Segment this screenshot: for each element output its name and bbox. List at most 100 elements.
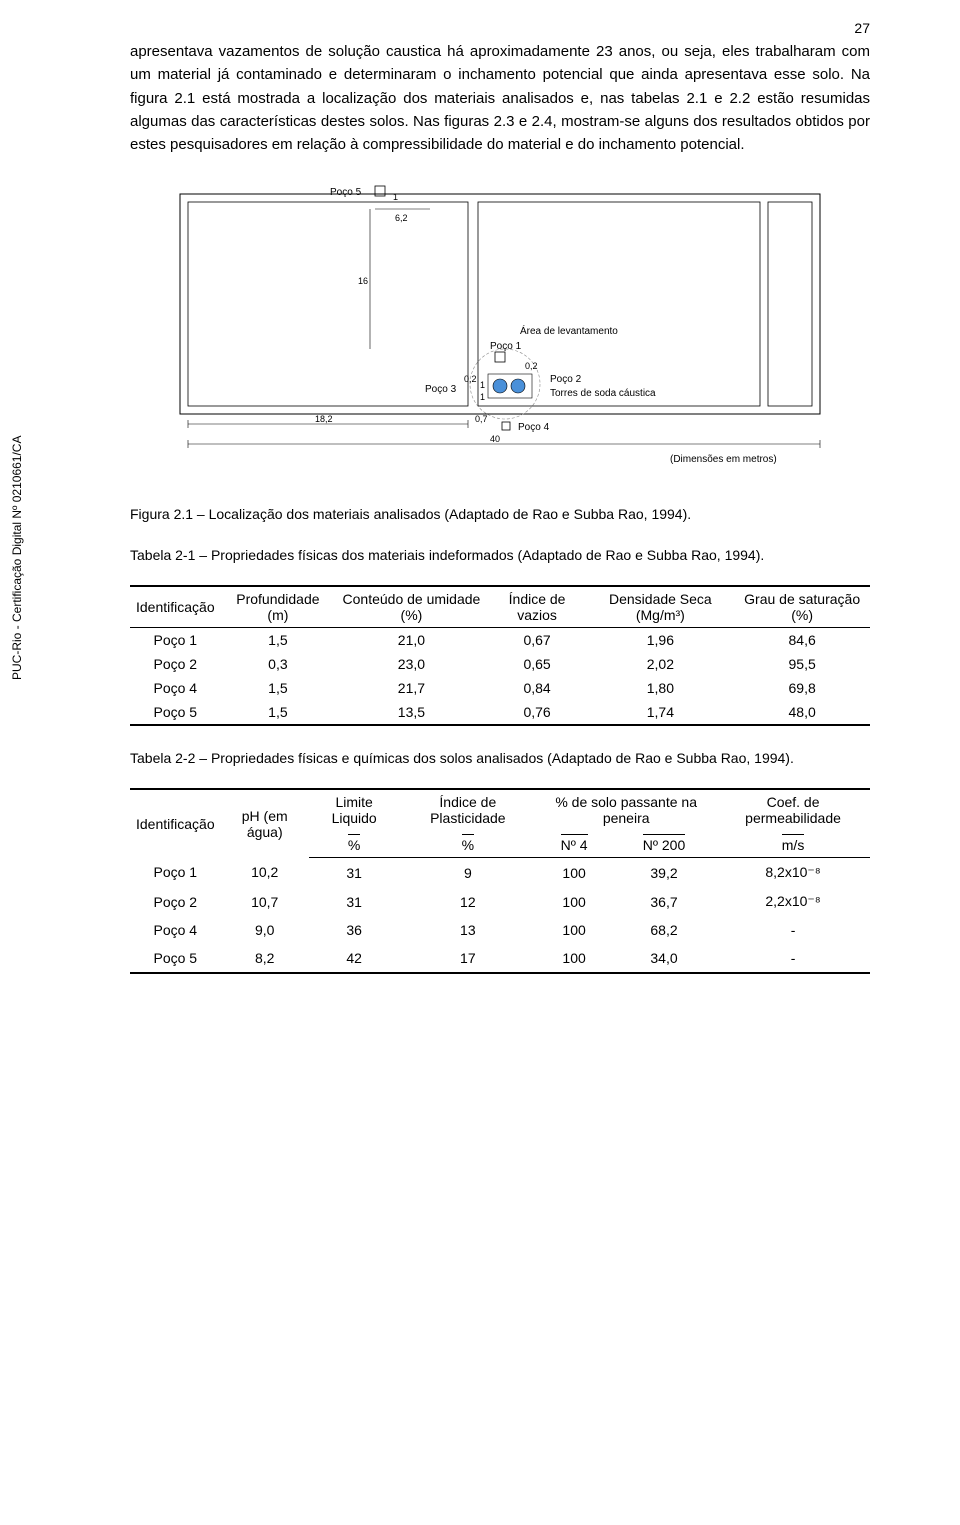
- table-cell: 8,2x10⁻⁸: [716, 858, 870, 888]
- table-cell: 0,76: [488, 700, 587, 725]
- table-cell: 13: [399, 916, 536, 944]
- table-cell: 13,5: [335, 700, 487, 725]
- poco1-label: Poço 1: [490, 341, 522, 352]
- poco4-label: Poço 4: [518, 422, 550, 433]
- table-cell: 100: [536, 858, 612, 888]
- body-paragraph: apresentava vazamentos de solução causti…: [130, 40, 870, 156]
- table-cell: 9: [399, 858, 536, 888]
- t1-h-umid: Conteúdo de umidade (%): [335, 586, 487, 628]
- table-cell: 1,5: [221, 700, 336, 725]
- t2-h-n200: Nº 200: [612, 830, 716, 858]
- table2-caption: Tabela 2-2 – Propriedades físicas e quím…: [130, 748, 870, 768]
- figure-caption: Figura 2.1 – Localização dos materiais a…: [130, 504, 870, 524]
- table-cell: 39,2: [612, 858, 716, 888]
- table-cell: Poço 4: [130, 676, 221, 700]
- table-cell: 1,74: [586, 700, 734, 725]
- table-cell: 31: [309, 858, 400, 888]
- table-cell: 68,2: [612, 916, 716, 944]
- table-cell: -: [716, 944, 870, 973]
- table-row: Poço 110,231910039,28,2x10⁻⁸: [130, 858, 870, 888]
- table-cell: 23,0: [335, 652, 487, 676]
- poco2-label: Poço 2: [550, 374, 582, 385]
- torres-label: Torres de soda cáustica: [550, 388, 656, 399]
- table-cell: 31: [309, 887, 400, 916]
- table-1: Identificação Profundidade (m) Conteúdo …: [130, 585, 870, 726]
- table-cell: 1,5: [221, 627, 336, 652]
- t2-h-pct2: %: [399, 830, 536, 858]
- t1-h-vazios: Índice de vazios: [488, 586, 587, 628]
- t2-h-plast: Índice de Plasticidade: [399, 789, 536, 830]
- t1-h-dens: Densidade Seca (Mg/m³): [586, 586, 734, 628]
- t2-h-pct1: %: [309, 830, 400, 858]
- table-cell: 2,2x10⁻⁸: [716, 887, 870, 916]
- table-cell: 9,0: [221, 916, 309, 944]
- table-cell: 1,5: [221, 676, 336, 700]
- table-cell: 8,2: [221, 944, 309, 973]
- table-cell: 48,0: [734, 700, 870, 725]
- t1-h-sat: Grau de saturação (%): [734, 586, 870, 628]
- meas-40: 40: [490, 434, 500, 444]
- meas-182: 18,2: [315, 414, 333, 424]
- table-cell: 42: [309, 944, 400, 973]
- table-cell: 36: [309, 916, 400, 944]
- table-cell: 100: [536, 916, 612, 944]
- meas-62: 6,2: [395, 213, 408, 223]
- table-cell: 17: [399, 944, 536, 973]
- poco5-label: Poço 5: [330, 187, 362, 198]
- t2-h-pass: % de solo passante na peneira: [536, 789, 716, 830]
- table-cell: 21,7: [335, 676, 487, 700]
- table-cell: Poço 1: [130, 627, 221, 652]
- table-row: Poço 11,521,00,671,9684,6: [130, 627, 870, 652]
- table-cell: Poço 2: [130, 652, 221, 676]
- table-cell: 84,6: [734, 627, 870, 652]
- table-cell: 34,0: [612, 944, 716, 973]
- t1-body: Poço 11,521,00,671,9684,6Poço 20,323,00,…: [130, 627, 870, 725]
- table-cell: 69,8: [734, 676, 870, 700]
- t2-h-ph: pH (em água): [221, 789, 309, 858]
- meas-16: 16: [358, 276, 368, 286]
- table-2: Identificação pH (em água) Limite Liquid…: [130, 788, 870, 974]
- table-cell: 1,96: [586, 627, 734, 652]
- meas-1a: 1: [393, 192, 398, 202]
- t1-h-prof: Profundidade (m): [221, 586, 336, 628]
- table-cell: 0,65: [488, 652, 587, 676]
- page-number: 27: [854, 20, 870, 36]
- table-cell: Poço 2: [130, 887, 221, 916]
- table-cell: 0,67: [488, 627, 587, 652]
- area-label: Área de levantamento: [520, 324, 618, 337]
- meas-1c: 1: [480, 392, 485, 402]
- table-cell: 100: [536, 887, 612, 916]
- table-row: Poço 51,513,50,761,7448,0: [130, 700, 870, 725]
- meas-1b: 1: [480, 380, 485, 390]
- t2-h-ms: m/s: [716, 830, 870, 858]
- meas-07: 0,7: [475, 414, 488, 424]
- table-cell: 36,7: [612, 887, 716, 916]
- side-label: PUC-Rio - Certificação Digital Nº 021066…: [10, 436, 24, 680]
- table-cell: Poço 5: [130, 700, 221, 725]
- table1-caption: Tabela 2-1 – Propriedades físicas dos ma…: [130, 545, 870, 565]
- site-diagram: Poço 5 1 6,2 16 Área de levantamento Poç…: [140, 174, 860, 484]
- poco3-label: Poço 3: [425, 384, 457, 395]
- table-cell: 10,7: [221, 887, 309, 916]
- table-cell: Poço 1: [130, 858, 221, 888]
- table-cell: 95,5: [734, 652, 870, 676]
- meas-02b: 0,2: [525, 361, 538, 371]
- table-row: Poço 41,521,70,841,8069,8: [130, 676, 870, 700]
- t2-h-liq: Limite Liquido: [309, 789, 400, 830]
- t2-h-id: Identificação: [130, 789, 221, 858]
- table-cell: 12: [399, 887, 536, 916]
- t2-h-perm: Coef. de permeabilidade: [716, 789, 870, 830]
- table-cell: 21,0: [335, 627, 487, 652]
- table-cell: 1,80: [586, 676, 734, 700]
- table-row: Poço 49,0361310068,2-: [130, 916, 870, 944]
- dims-label: (Dimensões em metros): [670, 454, 777, 465]
- table-cell: Poço 5: [130, 944, 221, 973]
- meas-02a: 0,2: [464, 374, 477, 384]
- table-cell: 10,2: [221, 858, 309, 888]
- table-row: Poço 210,7311210036,72,2x10⁻⁸: [130, 887, 870, 916]
- t2-body: Poço 110,231910039,28,2x10⁻⁸Poço 210,731…: [130, 858, 870, 974]
- table-row: Poço 20,323,00,652,0295,5: [130, 652, 870, 676]
- table-cell: Poço 4: [130, 916, 221, 944]
- table-cell: -: [716, 916, 870, 944]
- t2-h-n4: Nº 4: [536, 830, 612, 858]
